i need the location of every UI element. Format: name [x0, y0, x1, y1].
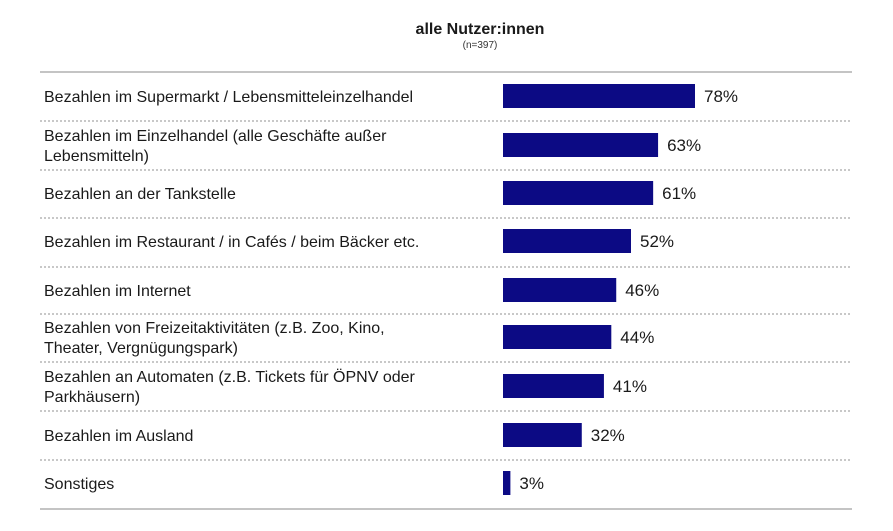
- value-label-2: 63%: [667, 136, 701, 155]
- category-label-4: Bezahlen im Restaurant / in Cafés / beim…: [44, 234, 419, 251]
- chart-title: alle Nutzer:innen: [415, 21, 545, 38]
- bar-1: [503, 84, 695, 108]
- category-label-line: Lebensmitteln): [44, 148, 149, 165]
- value-label-6: 44%: [620, 328, 654, 347]
- chart-subtitle: (n=397): [462, 40, 498, 51]
- value-label-4: 52%: [640, 232, 674, 251]
- category-label-line: Bezahlen im Ausland: [44, 428, 193, 445]
- category-label-8: Bezahlen im Ausland: [44, 428, 193, 445]
- category-label-line: Bezahlen im Supermarkt / Lebensmittelein…: [44, 89, 413, 106]
- value-label-3: 61%: [662, 184, 696, 203]
- value-label-5: 46%: [625, 281, 659, 300]
- category-label-3: Bezahlen an der Tankstelle: [44, 186, 236, 203]
- category-label-line: Bezahlen im Einzelhandel (alle Geschäfte…: [44, 128, 387, 145]
- category-label-9: Sonstiges: [44, 476, 114, 493]
- category-label-2: Bezahlen im Einzelhandel (alle Geschäfte…: [44, 128, 387, 165]
- category-label-line: Sonstiges: [44, 476, 114, 493]
- value-label-9: 3%: [519, 474, 544, 493]
- category-label-line: Theater, Vergnügungspark): [44, 340, 238, 357]
- category-label-1: Bezahlen im Supermarkt / Lebensmittelein…: [44, 89, 413, 106]
- category-label-6: Bezahlen von Freizeitaktivitäten (z.B. Z…: [44, 320, 385, 357]
- category-label-line: Bezahlen im Internet: [44, 283, 191, 300]
- value-label-8: 32%: [591, 426, 625, 445]
- bar-5: [503, 278, 617, 302]
- category-label-line: Bezahlen von Freizeitaktivitäten (z.B. Z…: [44, 320, 385, 337]
- bar-4: [503, 229, 631, 253]
- chart-header: alle Nutzer:innen (n=397): [0, 20, 893, 52]
- value-label-7: 41%: [613, 377, 647, 396]
- category-label-line: Bezahlen an Automaten (z.B. Tickets für …: [44, 368, 416, 386]
- bar-9: [503, 471, 511, 495]
- bar-2: [503, 133, 659, 157]
- bar-6: [503, 325, 612, 349]
- category-label-line: Parkhäusern): [44, 389, 140, 406]
- category-label-line: Bezahlen an der Tankstelle: [44, 186, 236, 203]
- category-label-5: Bezahlen im Internet: [44, 283, 191, 300]
- category-label-line: Bezahlen im Restaurant / in Cafés / beim…: [44, 234, 419, 251]
- bar-3: [503, 181, 654, 205]
- category-label-7: Bezahlen an Automaten (z.B. Tickets für …: [44, 368, 416, 406]
- value-label-1: 78%: [704, 87, 738, 106]
- bar-8: [503, 423, 582, 447]
- bar-7: [503, 374, 604, 398]
